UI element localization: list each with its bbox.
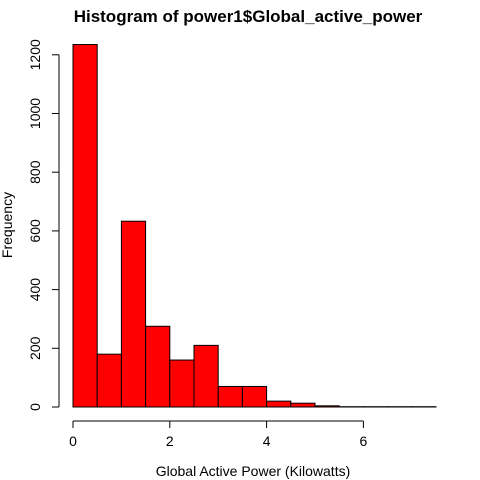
x-axis: 0 2 4 6 (69, 420, 368, 449)
histogram-bar (241, 385, 268, 408)
histogram-bar (145, 325, 171, 408)
histogram-bar (120, 220, 147, 408)
y-tick-label: 200 (27, 336, 43, 360)
bars-group (72, 44, 437, 408)
y-tick-label: 400 (27, 278, 43, 302)
x-tick-label: 6 (360, 433, 368, 449)
x-tick-label: 4 (263, 433, 271, 449)
histogram-bar (96, 353, 122, 408)
histogram-bar (314, 405, 340, 408)
histogram-bar (169, 359, 195, 408)
y-tick-label: 800 (27, 160, 43, 184)
y-axis: 0 200 400 600 800 1000 1200 (27, 39, 60, 411)
y-tick-label: 1200 (27, 39, 43, 70)
histogram-bar (72, 44, 98, 408)
y-tick-label: 0 (27, 403, 43, 411)
histogram-bar (217, 385, 243, 408)
x-tick-label: 2 (166, 433, 174, 449)
histogram-bar (290, 402, 316, 408)
y-tick-label: 600 (27, 219, 43, 243)
y-axis-label: Frequency (0, 192, 15, 258)
histogram-bar (193, 344, 219, 408)
y-tick-label: 1000 (27, 98, 43, 129)
x-axis-label: Global Active Power (Kilowatts) (156, 463, 351, 479)
histogram-bar (266, 400, 292, 408)
x-tick-label: 0 (69, 433, 77, 449)
chart-title: Histogram of power1$Global_active_power (74, 7, 423, 26)
